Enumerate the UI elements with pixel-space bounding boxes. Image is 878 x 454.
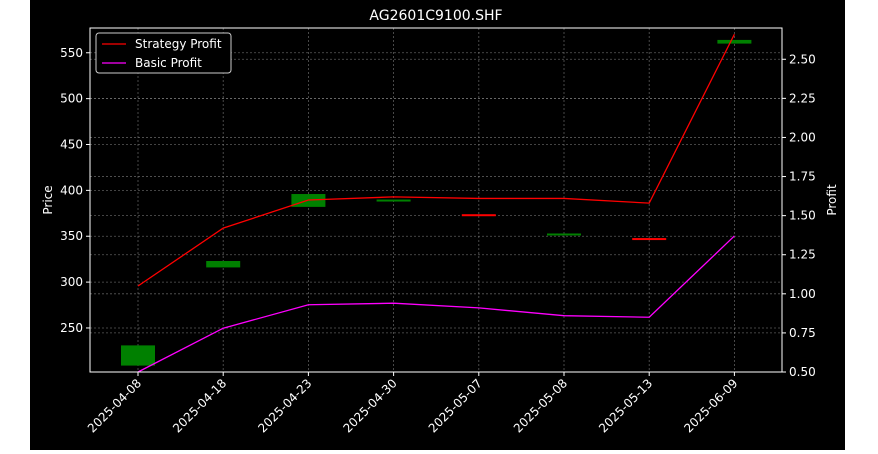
y-tick-label-right: 1.75 <box>789 170 816 184</box>
candle-up <box>717 39 752 44</box>
y-tick-label-right: 1.00 <box>789 287 816 301</box>
y-tick-label-left: 550 <box>60 46 83 60</box>
y-tick-label-right: 1.25 <box>789 248 816 262</box>
basic-profit-line <box>137 235 735 373</box>
plot-frame <box>89 27 783 373</box>
y-axis-right-label: Profit <box>825 184 839 216</box>
legend-label: Basic Profit <box>135 56 202 70</box>
y-tick-label-left: 400 <box>60 183 83 197</box>
grid <box>90 28 782 373</box>
y-tick-label-left: 250 <box>60 321 83 335</box>
y-tick-label-left: 300 <box>60 275 83 289</box>
y-tick-label-left: 500 <box>60 92 83 106</box>
candle-down <box>461 214 496 217</box>
y-axis-left-label: Price <box>41 185 55 214</box>
chart-svg: AG2601C9100.SHF 250 300 350 400 450 500 550 0.5… <box>30 0 845 450</box>
chart-figure: AG2601C9100.SHF 250 300 350 400 450 500 550 0.5… <box>30 0 845 450</box>
y-tick-label-right: 2.00 <box>789 130 816 144</box>
profit-lines <box>137 33 735 373</box>
y-tick-label-right: 1.50 <box>789 209 816 223</box>
candle-up <box>121 345 155 366</box>
y-tick-label-left: 350 <box>60 229 83 243</box>
candle-up <box>547 233 581 236</box>
y-tick-label-left: 450 <box>60 138 83 152</box>
y-tick-label-right: 2.25 <box>789 91 816 105</box>
y-tick-label-right: 0.75 <box>789 326 816 340</box>
candle-down <box>632 238 667 241</box>
chart-title: AG2601C9100.SHF <box>369 8 502 24</box>
y-tick-label-right: 0.50 <box>789 365 816 379</box>
candle-up <box>206 261 241 268</box>
candle-up <box>376 199 411 202</box>
legend-box <box>95 32 232 74</box>
chart-background <box>30 0 845 450</box>
strategy-profit-line <box>137 33 735 287</box>
y-tick-label-right: 2.50 <box>789 52 816 66</box>
legend-label: Strategy Profit <box>135 37 222 51</box>
legend: Strategy Profit Basic Profit <box>95 32 232 74</box>
